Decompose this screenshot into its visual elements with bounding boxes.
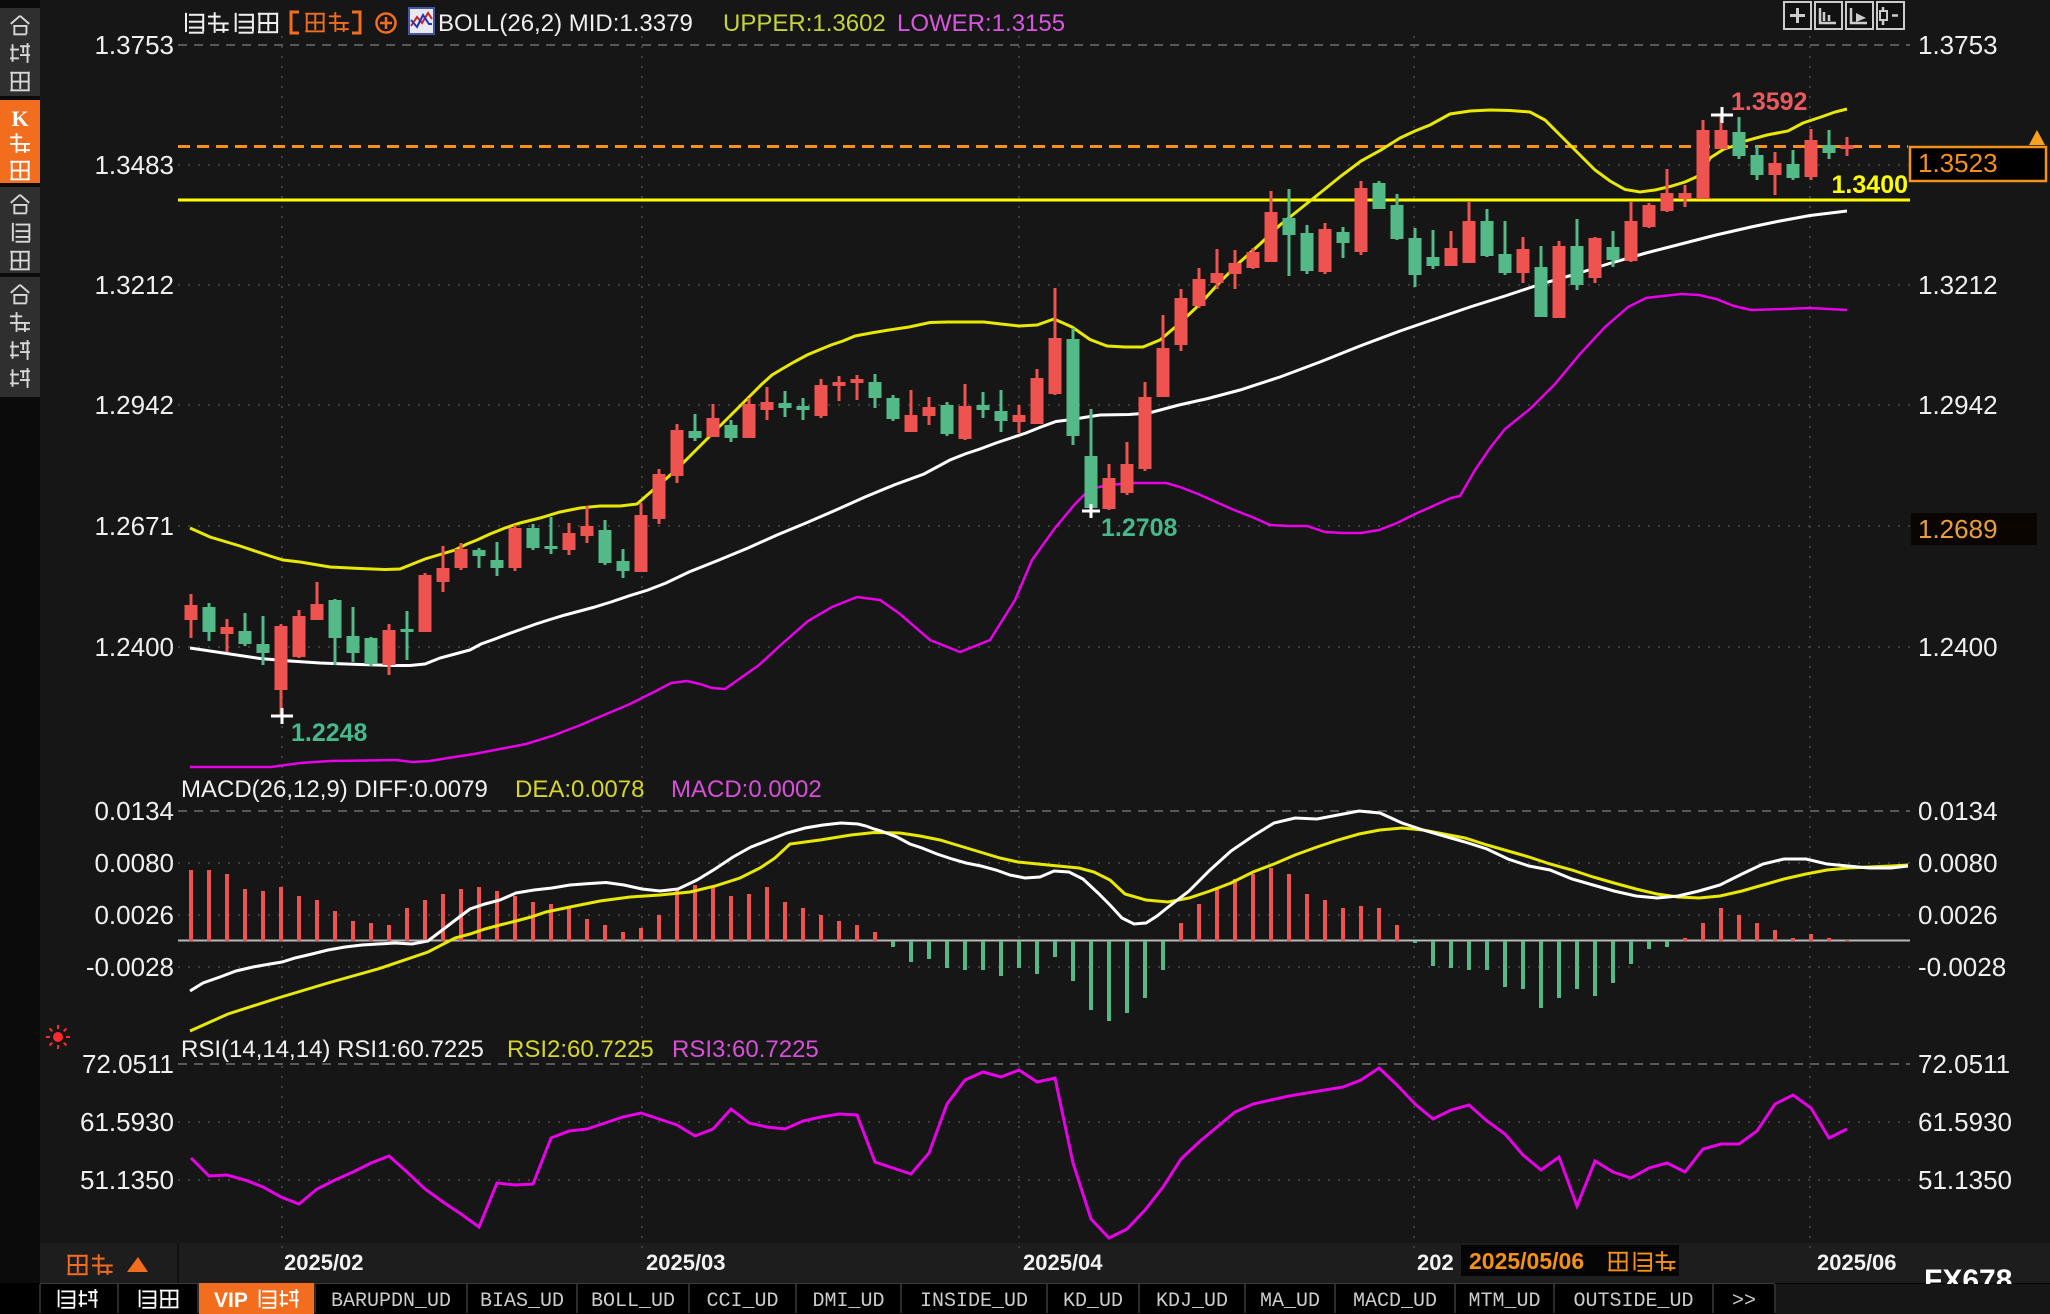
- svg-text:MA_UD: MA_UD: [1260, 1290, 1320, 1313]
- svg-text:BOLL(26,2) MID:1.3379: BOLL(26,2) MID:1.3379: [438, 10, 693, 37]
- svg-text:>>: >>: [1732, 1290, 1756, 1313]
- svg-text:0.0134: 0.0134: [94, 796, 174, 826]
- svg-text:0.0080: 0.0080: [1918, 848, 1998, 878]
- svg-text:1.2248: 1.2248: [291, 719, 368, 747]
- svg-text:61.5930: 61.5930: [80, 1107, 174, 1137]
- svg-text:1.2671: 1.2671: [94, 511, 174, 541]
- svg-text:2025/03: 2025/03: [646, 1250, 726, 1275]
- svg-text:MACD_UD: MACD_UD: [1353, 1290, 1437, 1313]
- svg-text:2025/05/06: 2025/05/06: [1469, 1248, 1584, 1274]
- svg-text:1.2689: 1.2689: [1918, 514, 1998, 544]
- svg-text:51.1350: 51.1350: [1918, 1165, 2012, 1195]
- svg-text:1.3212: 1.3212: [1918, 270, 1998, 300]
- svg-text:VIP: VIP: [214, 1289, 248, 1312]
- svg-text:0.0080: 0.0080: [94, 848, 174, 878]
- svg-text:MACD(26,12,9) DIFF:0.0079: MACD(26,12,9) DIFF:0.0079: [181, 776, 488, 803]
- svg-text:72.0511: 72.0511: [82, 1049, 174, 1079]
- svg-text:K: K: [11, 106, 28, 131]
- svg-text:2025/02: 2025/02: [284, 1250, 364, 1275]
- svg-text:-0.0028: -0.0028: [86, 952, 174, 982]
- svg-text:RSI2:60.7225: RSI2:60.7225: [507, 1036, 654, 1063]
- svg-text:1.2708: 1.2708: [1101, 514, 1178, 542]
- svg-text:2025/06: 2025/06: [1817, 1250, 1897, 1275]
- svg-text:1.2942: 1.2942: [1918, 390, 1998, 420]
- svg-text:-0.0028: -0.0028: [1918, 952, 2006, 982]
- svg-text:DMI_UD: DMI_UD: [812, 1290, 884, 1313]
- svg-text:KD_UD: KD_UD: [1063, 1290, 1123, 1313]
- svg-text:1.3523: 1.3523: [1918, 148, 1998, 178]
- svg-text:1.2942: 1.2942: [94, 390, 174, 420]
- svg-text:202: 202: [1417, 1250, 1454, 1275]
- svg-text:1.3753: 1.3753: [1918, 30, 1998, 60]
- svg-text:UPPER:1.3602: UPPER:1.3602: [723, 10, 886, 37]
- svg-text:1.2400: 1.2400: [94, 632, 174, 662]
- svg-text:INSIDE_UD: INSIDE_UD: [920, 1290, 1028, 1313]
- svg-text:61.5930: 61.5930: [1918, 1107, 2012, 1137]
- svg-text:RSI(14,14,14) RSI1:60.7225: RSI(14,14,14) RSI1:60.7225: [181, 1036, 484, 1063]
- svg-text:1.3400: 1.3400: [1832, 171, 1908, 199]
- svg-text:BIAS_UD: BIAS_UD: [480, 1290, 564, 1313]
- svg-text:MACD:0.0002: MACD:0.0002: [671, 776, 822, 803]
- svg-text:DEA:0.0078: DEA:0.0078: [515, 776, 644, 803]
- svg-text:KDJ_UD: KDJ_UD: [1156, 1290, 1228, 1313]
- svg-text:OUTSIDE_UD: OUTSIDE_UD: [1573, 1290, 1693, 1313]
- svg-text:1.2400: 1.2400: [1918, 632, 1998, 662]
- svg-text:72.0511: 72.0511: [1918, 1049, 2010, 1079]
- svg-text:BARUPDN_UD: BARUPDN_UD: [331, 1290, 451, 1313]
- svg-text:BOLL_UD: BOLL_UD: [591, 1290, 675, 1313]
- svg-text:51.1350: 51.1350: [80, 1165, 174, 1195]
- svg-text:1.3592: 1.3592: [1731, 88, 1807, 116]
- svg-text:1.3753: 1.3753: [94, 30, 174, 60]
- svg-text:RSI3:60.7225: RSI3:60.7225: [672, 1036, 819, 1063]
- svg-text:0.0134: 0.0134: [1918, 796, 1998, 826]
- svg-text:1.3212: 1.3212: [94, 270, 174, 300]
- svg-text:1.3483: 1.3483: [94, 150, 174, 180]
- svg-text:CCI_UD: CCI_UD: [706, 1290, 778, 1313]
- svg-text:2025/04: 2025/04: [1023, 1250, 1103, 1275]
- svg-text:MTM_UD: MTM_UD: [1468, 1290, 1540, 1313]
- svg-text:LOWER:1.3155: LOWER:1.3155: [897, 10, 1065, 37]
- svg-text:0.0026: 0.0026: [94, 900, 174, 930]
- svg-text:0.0026: 0.0026: [1918, 900, 1998, 930]
